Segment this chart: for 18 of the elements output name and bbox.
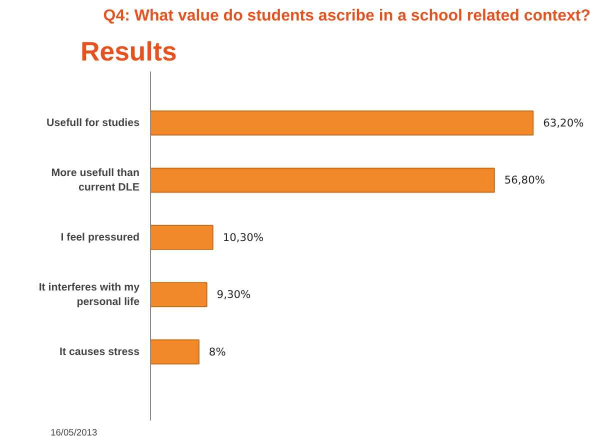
data-label: 9,30% bbox=[216, 288, 251, 302]
y-tick-label: I feel pressured bbox=[60, 231, 140, 244]
y-tick-label: Usefull for studies bbox=[46, 116, 140, 129]
y-tick-label: It interferes with my personal life bbox=[38, 281, 140, 308]
data-label: 63,20% bbox=[543, 116, 584, 130]
text: 16/05/2013 bbox=[50, 428, 98, 438]
data-label: 56,80% bbox=[504, 174, 546, 187]
data-label: 10,30% bbox=[222, 230, 264, 244]
bar bbox=[150, 339, 200, 364]
y-tick-label: More usefull than current DLE bbox=[51, 167, 140, 194]
bar bbox=[150, 168, 495, 193]
chart-title: Results bbox=[80, 36, 177, 66]
bar bbox=[150, 110, 534, 136]
y-tick-label: It causes stress bbox=[60, 346, 140, 358]
chart-subtitle: Q4: What value do students ascribe in a school related context? bbox=[103, 8, 590, 24]
bar bbox=[150, 282, 208, 308]
data-label: 8% bbox=[208, 345, 226, 358]
bar bbox=[150, 224, 214, 250]
